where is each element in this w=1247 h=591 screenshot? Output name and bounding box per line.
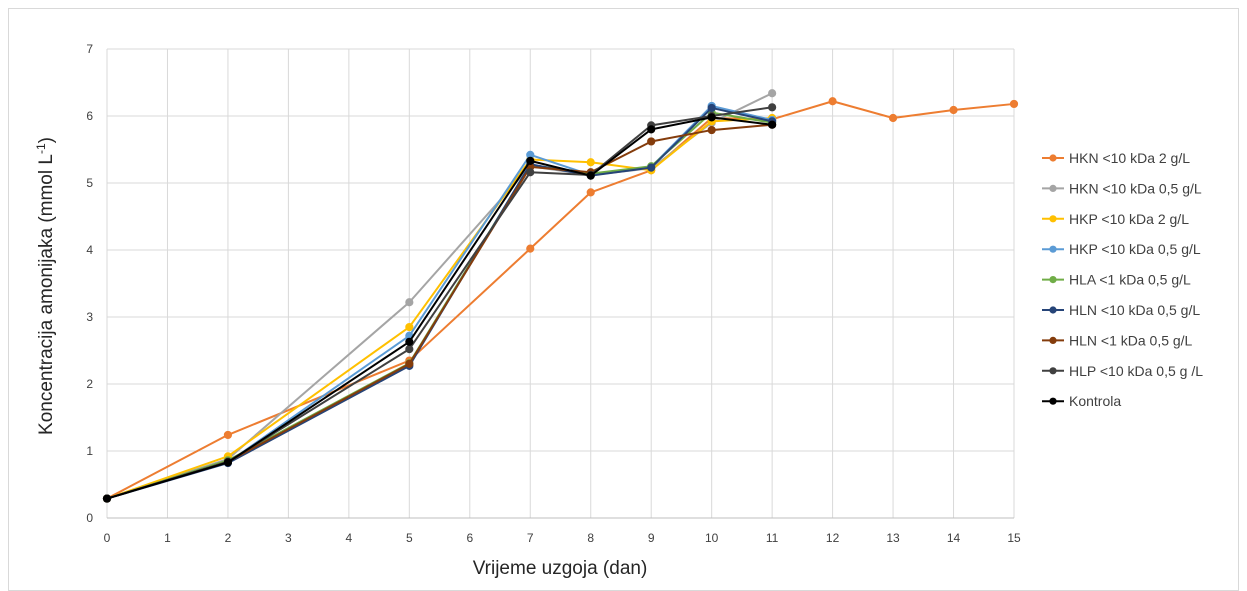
x-tick-label: 12 — [826, 531, 840, 545]
legend-label: HKN <10 kDa 0,5 g/L — [1069, 180, 1202, 196]
legend-label: Kontrola — [1069, 393, 1121, 409]
x-tick-label: 0 — [104, 531, 111, 545]
data-point — [647, 125, 656, 134]
y-tick-label: 6 — [86, 109, 93, 123]
legend-dot-marker — [1049, 306, 1057, 314]
legend-label: HLN <10 kDa 0,5 g/L — [1069, 302, 1200, 318]
data-point — [586, 171, 595, 180]
x-axis-title: Vrijeme uzgoja (dan) — [473, 558, 648, 579]
y-tick-label: 0 — [86, 511, 93, 525]
data-point — [707, 113, 716, 122]
legend-label: HKP <10 kDa 0,5 g/L — [1069, 241, 1201, 257]
data-point — [586, 188, 595, 197]
x-tick-label: 11 — [766, 531, 779, 545]
data-point — [768, 120, 777, 129]
legend-item: HLP <10 kDa 0,5 g /L — [1042, 363, 1203, 379]
series-line — [106, 116, 773, 500]
y-tick-label: 3 — [86, 310, 93, 324]
x-tick-label: 5 — [406, 531, 413, 545]
x-tick-label: 8 — [587, 531, 594, 545]
legend-dot-marker — [1049, 154, 1057, 162]
x-tick-label: 1 — [164, 531, 171, 545]
data-point — [949, 105, 958, 115]
data-point — [405, 345, 414, 354]
data-point — [223, 430, 233, 440]
data-point — [1009, 99, 1019, 109]
legend-dot-marker — [1049, 276, 1057, 284]
data-point — [526, 244, 535, 253]
y-tick-label: 7 — [86, 42, 93, 56]
chart-container: 0 1 2 3 4 5 6 7 0 1 2 3 4 5 6 7 8 9 10 11 12 13 14 15 HKN <10 k… — [8, 8, 1239, 591]
x-tick-label: 10 — [705, 531, 719, 545]
data-point — [586, 158, 595, 167]
legend-dot-marker — [1049, 184, 1057, 192]
legend-label: HLP <10 kDa 0,5 g /L — [1069, 363, 1203, 379]
legend-dot-marker — [1049, 215, 1057, 223]
legend-item: HKP <10 kDa 2 g/L — [1042, 211, 1189, 227]
x-tick-label: 9 — [648, 531, 655, 545]
data-point — [102, 494, 112, 503]
legend-dot-marker — [1049, 397, 1057, 405]
series-line — [106, 123, 773, 500]
series-6 — [102, 120, 777, 503]
legend-label: HKN <10 kDa 2 g/L — [1069, 150, 1190, 166]
data-point — [526, 156, 535, 165]
plot-area — [102, 89, 1019, 503]
grid-lines — [106, 48, 1015, 519]
legend-label: HKP <10 kDa 2 g/L — [1069, 211, 1189, 227]
series-line — [106, 104, 773, 500]
series-8 — [102, 113, 777, 503]
y-tick-label: 2 — [86, 377, 93, 391]
data-point — [768, 103, 777, 112]
series-3 — [102, 101, 777, 503]
series-line — [106, 100, 1015, 500]
data-point — [888, 113, 898, 123]
data-point — [405, 298, 414, 307]
data-point — [405, 337, 414, 346]
y-tick-label: 1 — [86, 444, 93, 458]
legend-item: HLN <1 kDa 0,5 g/L — [1042, 332, 1193, 348]
legend-dot-marker — [1049, 367, 1057, 375]
x-tick-label: 15 — [1007, 531, 1021, 545]
series-line — [106, 117, 773, 500]
legend-dot-marker — [1049, 245, 1057, 253]
y-tick-label: 5 — [86, 176, 93, 190]
legend-item: HKP <10 kDa 0,5 g/L — [1042, 241, 1201, 257]
x-tick-label: 14 — [947, 531, 961, 545]
x-tick-label: 13 — [886, 531, 900, 545]
series-2 — [102, 113, 777, 503]
legend-item: HLA <1 kDa 0,5 g/L — [1042, 272, 1191, 288]
y-tick-label: 4 — [86, 243, 93, 257]
series-0 — [102, 97, 1019, 503]
legend-item: HLN <10 kDa 0,5 g/L — [1042, 302, 1200, 318]
data-point — [768, 89, 777, 98]
data-point — [647, 163, 656, 172]
data-point — [647, 137, 656, 146]
legend-item: HKN <10 kDa 0,5 g/L — [1042, 180, 1202, 196]
data-point — [707, 125, 716, 135]
data-point — [526, 168, 535, 177]
data-point — [405, 359, 414, 368]
data-point — [828, 97, 837, 106]
x-tick-label: 4 — [346, 531, 353, 545]
data-point — [405, 322, 414, 332]
y-axis-title: Koncentracija amonijaka (mmol L-1) — [34, 137, 57, 435]
x-tick-label: 2 — [225, 531, 232, 545]
legend: HKN <10 kDa 2 g/L HKN <10 kDa 0,5 g/L HKP … — [1042, 150, 1203, 409]
legend-item: Kontrola — [1042, 393, 1121, 409]
data-point — [707, 103, 716, 113]
legend-label: HLA <1 kDa 0,5 g/L — [1069, 272, 1191, 288]
legend-item: HKN <10 kDa 2 g/L — [1042, 150, 1190, 166]
legend-dot-marker — [1049, 336, 1057, 344]
x-tick-label: 3 — [285, 531, 292, 545]
data-point — [223, 458, 233, 467]
x-tick-label: 7 — [527, 531, 534, 545]
x-tick-label: 6 — [466, 531, 473, 545]
legend-label: HLN <1 kDa 0,5 g/L — [1069, 332, 1193, 348]
series-7 — [102, 103, 777, 503]
series-line — [106, 106, 773, 500]
